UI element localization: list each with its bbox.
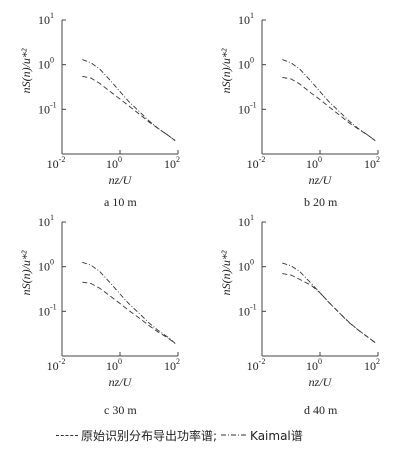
x-tick-label: 10-2 [247,155,266,171]
series-line-kaimal [282,262,376,343]
x-tick-label: 102 [364,155,380,171]
y-tick-label: 101 [238,11,254,27]
series-line-kaimal [82,261,176,344]
legend-dashdot-swatch [221,434,248,436]
series-line-original [282,273,376,343]
x-tick-label: 10-2 [247,357,266,373]
y-axis-label: nS(n)/u*² [219,48,233,93]
panel-caption: b 20 m [304,195,338,209]
y-tick-label: 101 [38,11,54,27]
x-axis-label: nz/U [109,173,133,187]
chart-panel-b: 101 100 10-1 10-2 100 102 nz/U nS(n)/u*² b 20 m [219,11,380,209]
y-tick-label: 100 [38,56,54,72]
x-tick-label: 100 [106,155,122,171]
series-line-kaimal [82,59,176,141]
panel-caption: a 10 m [104,195,137,209]
x-tick-label: 102 [164,357,180,373]
legend-label-original: 原始识别分布导出功率谱; [81,428,218,443]
y-axis-label: nS(n)/u*² [19,48,33,93]
y-tick-label: 10-1 [38,302,57,318]
legend-dashed-swatch [56,434,78,436]
panel-caption: c 30 m [104,403,137,417]
y-tick-label: 10-1 [238,302,257,318]
legend-item-kaimal: Kaimal谱 [221,427,303,444]
chart-panel-c: 101 100 10-1 10-2 100 102 nz/U nS(n)/u*² c 30 m [19,213,180,417]
x-axis-label: nz/U [309,173,333,187]
y-tick-label: 101 [238,213,254,229]
y-tick-label: 100 [238,56,254,72]
x-tick-label: 10-2 [47,155,66,171]
y-tick-label: 10-1 [238,100,257,116]
chart-panel-d: 101 100 10-1 10-2 100 102 nz/U nS(n)/u*² d 40 m [219,213,380,417]
y-axis-label: nS(n)/u*² [19,250,33,295]
y-tick-label: 101 [38,213,54,229]
x-axis-label: nz/U [109,375,133,389]
x-tick-label: 102 [364,357,380,373]
y-axis-label: nS(n)/u*² [219,250,233,295]
x-tick-label: 102 [164,155,180,171]
legend-item-original: 原始识别分布导出功率谱; [56,427,217,444]
x-tick-label: 100 [106,357,122,373]
legend: 原始识别分布导出功率谱; Kaimal谱 [56,426,396,444]
x-tick-label: 100 [306,155,322,171]
y-tick-label: 10-1 [38,100,57,116]
x-tick-label: 10-2 [47,357,66,373]
x-axis-label: nz/U [309,375,333,389]
legend-label-kaimal: Kaimal谱 [250,428,303,443]
x-tick-label: 100 [306,357,322,373]
y-tick-label: 100 [38,258,54,274]
series-line-original [82,281,176,344]
series-line-kaimal [282,59,376,141]
chart-panel-a: 101 100 10-1 10-2 100 102 nz/U nS(n)/u*² a 10 m [19,11,180,209]
panel-caption: d 40 m [304,403,338,417]
y-tick-label: 100 [238,258,254,274]
